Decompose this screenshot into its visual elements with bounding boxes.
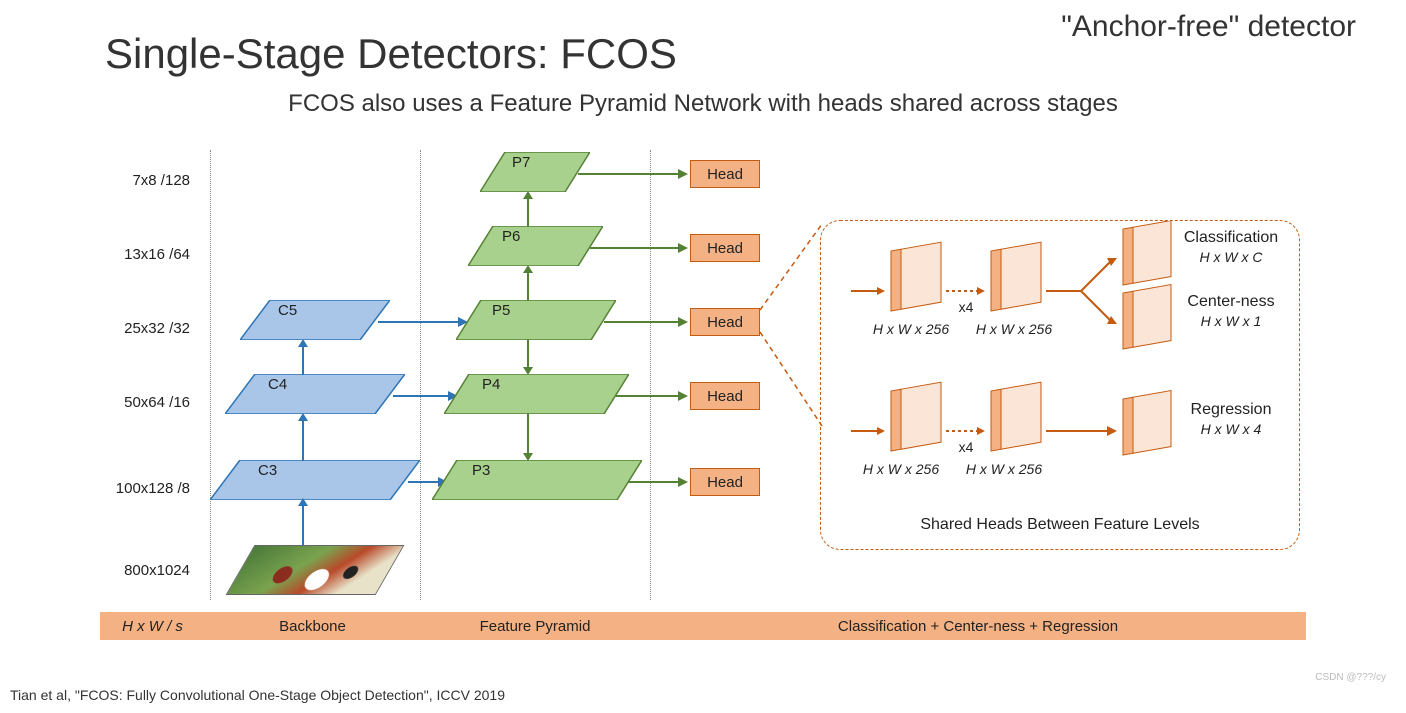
dim-label: H x W x 4 xyxy=(1176,421,1286,437)
scale-label: 50x64 /16 xyxy=(90,394,190,411)
separator-line xyxy=(210,150,211,600)
pyramid-p4 xyxy=(444,374,629,414)
dim-label: H x W x C xyxy=(1176,249,1286,265)
arrow-right-icon xyxy=(604,316,688,328)
tagline: "Anchor-free" detector xyxy=(1061,10,1356,44)
head-box: Head xyxy=(690,160,760,188)
arrow-right-icon xyxy=(378,316,468,328)
pyramid-p5 xyxy=(456,300,616,340)
inset-caption: Shared Heads Between Feature Levels xyxy=(821,516,1299,534)
pyramid-p6-label: P6 xyxy=(502,228,520,245)
arrow-right-icon xyxy=(578,168,688,180)
footer-bar: H x W / s Backbone Feature Pyramid Class… xyxy=(100,612,1306,640)
shared-heads-inset: H x W x 256 x4 H x W x 256 Classificatio… xyxy=(820,220,1300,550)
backbone-c4 xyxy=(225,374,405,414)
dim-label: H x W x 256 xyxy=(959,461,1049,477)
arrow-down-icon xyxy=(520,339,536,375)
arrow-up-icon xyxy=(520,191,536,227)
citation: Tian et al, "FCOS: Fully Convolutional O… xyxy=(10,687,505,703)
pyramid-p3-label: P3 xyxy=(472,462,490,479)
pyramid-p4-label: P4 xyxy=(482,376,500,393)
backbone-c5-label: C5 xyxy=(278,302,297,319)
arrow-up-icon xyxy=(295,339,311,375)
regression-label: Regression xyxy=(1176,401,1286,419)
arrow-right-icon xyxy=(628,476,688,488)
scale-label: 25x32 /32 xyxy=(90,320,190,337)
backbone-c5 xyxy=(240,300,390,340)
footer-hxw: H x W / s xyxy=(100,618,205,635)
arrow-down-icon xyxy=(520,413,536,461)
pyramid-p5-label: P5 xyxy=(492,302,510,319)
subtitle: FCOS also uses a Feature Pyramid Network… xyxy=(0,90,1406,118)
dim-label: H x W x 256 xyxy=(969,321,1059,337)
scale-label: 100x128 /8 xyxy=(90,480,190,497)
pyramid-p7 xyxy=(480,152,590,192)
backbone-c3 xyxy=(210,460,420,500)
centerness-label: Center-ness xyxy=(1176,293,1286,311)
pyramid-p7-label: P7 xyxy=(512,154,530,171)
footer-backbone: Backbone xyxy=(205,618,420,635)
arrow-right-icon xyxy=(616,390,688,402)
dim-label: H x W x 256 xyxy=(856,461,946,477)
backbone-c3-label: C3 xyxy=(258,462,277,479)
arrow-up-icon xyxy=(295,498,311,546)
arrow-right-icon xyxy=(590,242,688,254)
footer-right: Classification + Center-ness + Regressio… xyxy=(650,618,1306,635)
dim-label: H x W x 256 xyxy=(866,321,956,337)
page-title: Single-Stage Detectors: FCOS xyxy=(105,30,677,78)
pyramid-p6 xyxy=(468,226,603,266)
scale-label: 13x16 /64 xyxy=(90,246,190,263)
scale-label: 800x1024 xyxy=(90,562,190,579)
fcos-diagram: 7x8 /128 13x16 /64 25x32 /32 50x64 /16 1… xyxy=(100,150,1306,640)
dim-label: H x W x 1 xyxy=(1176,313,1286,329)
separator-line xyxy=(420,150,421,600)
classification-label: Classification xyxy=(1176,229,1286,247)
head-box: Head xyxy=(690,382,760,410)
backbone-c4-label: C4 xyxy=(268,376,287,393)
input-image-icon xyxy=(226,545,405,595)
scale-label: 7x8 /128 xyxy=(90,172,190,189)
arrow-up-icon xyxy=(520,265,536,301)
head-box: Head xyxy=(690,308,760,336)
separator-line xyxy=(650,150,651,600)
watermark: CSDN @???/cy xyxy=(1315,672,1386,683)
x4-label: x4 xyxy=(951,299,981,315)
head-box: Head xyxy=(690,468,760,496)
footer-pyramid: Feature Pyramid xyxy=(420,618,650,635)
pyramid-p3 xyxy=(432,460,642,500)
head-box: Head xyxy=(690,234,760,262)
arrow-up-icon xyxy=(295,413,311,461)
x4-label: x4 xyxy=(951,439,981,455)
